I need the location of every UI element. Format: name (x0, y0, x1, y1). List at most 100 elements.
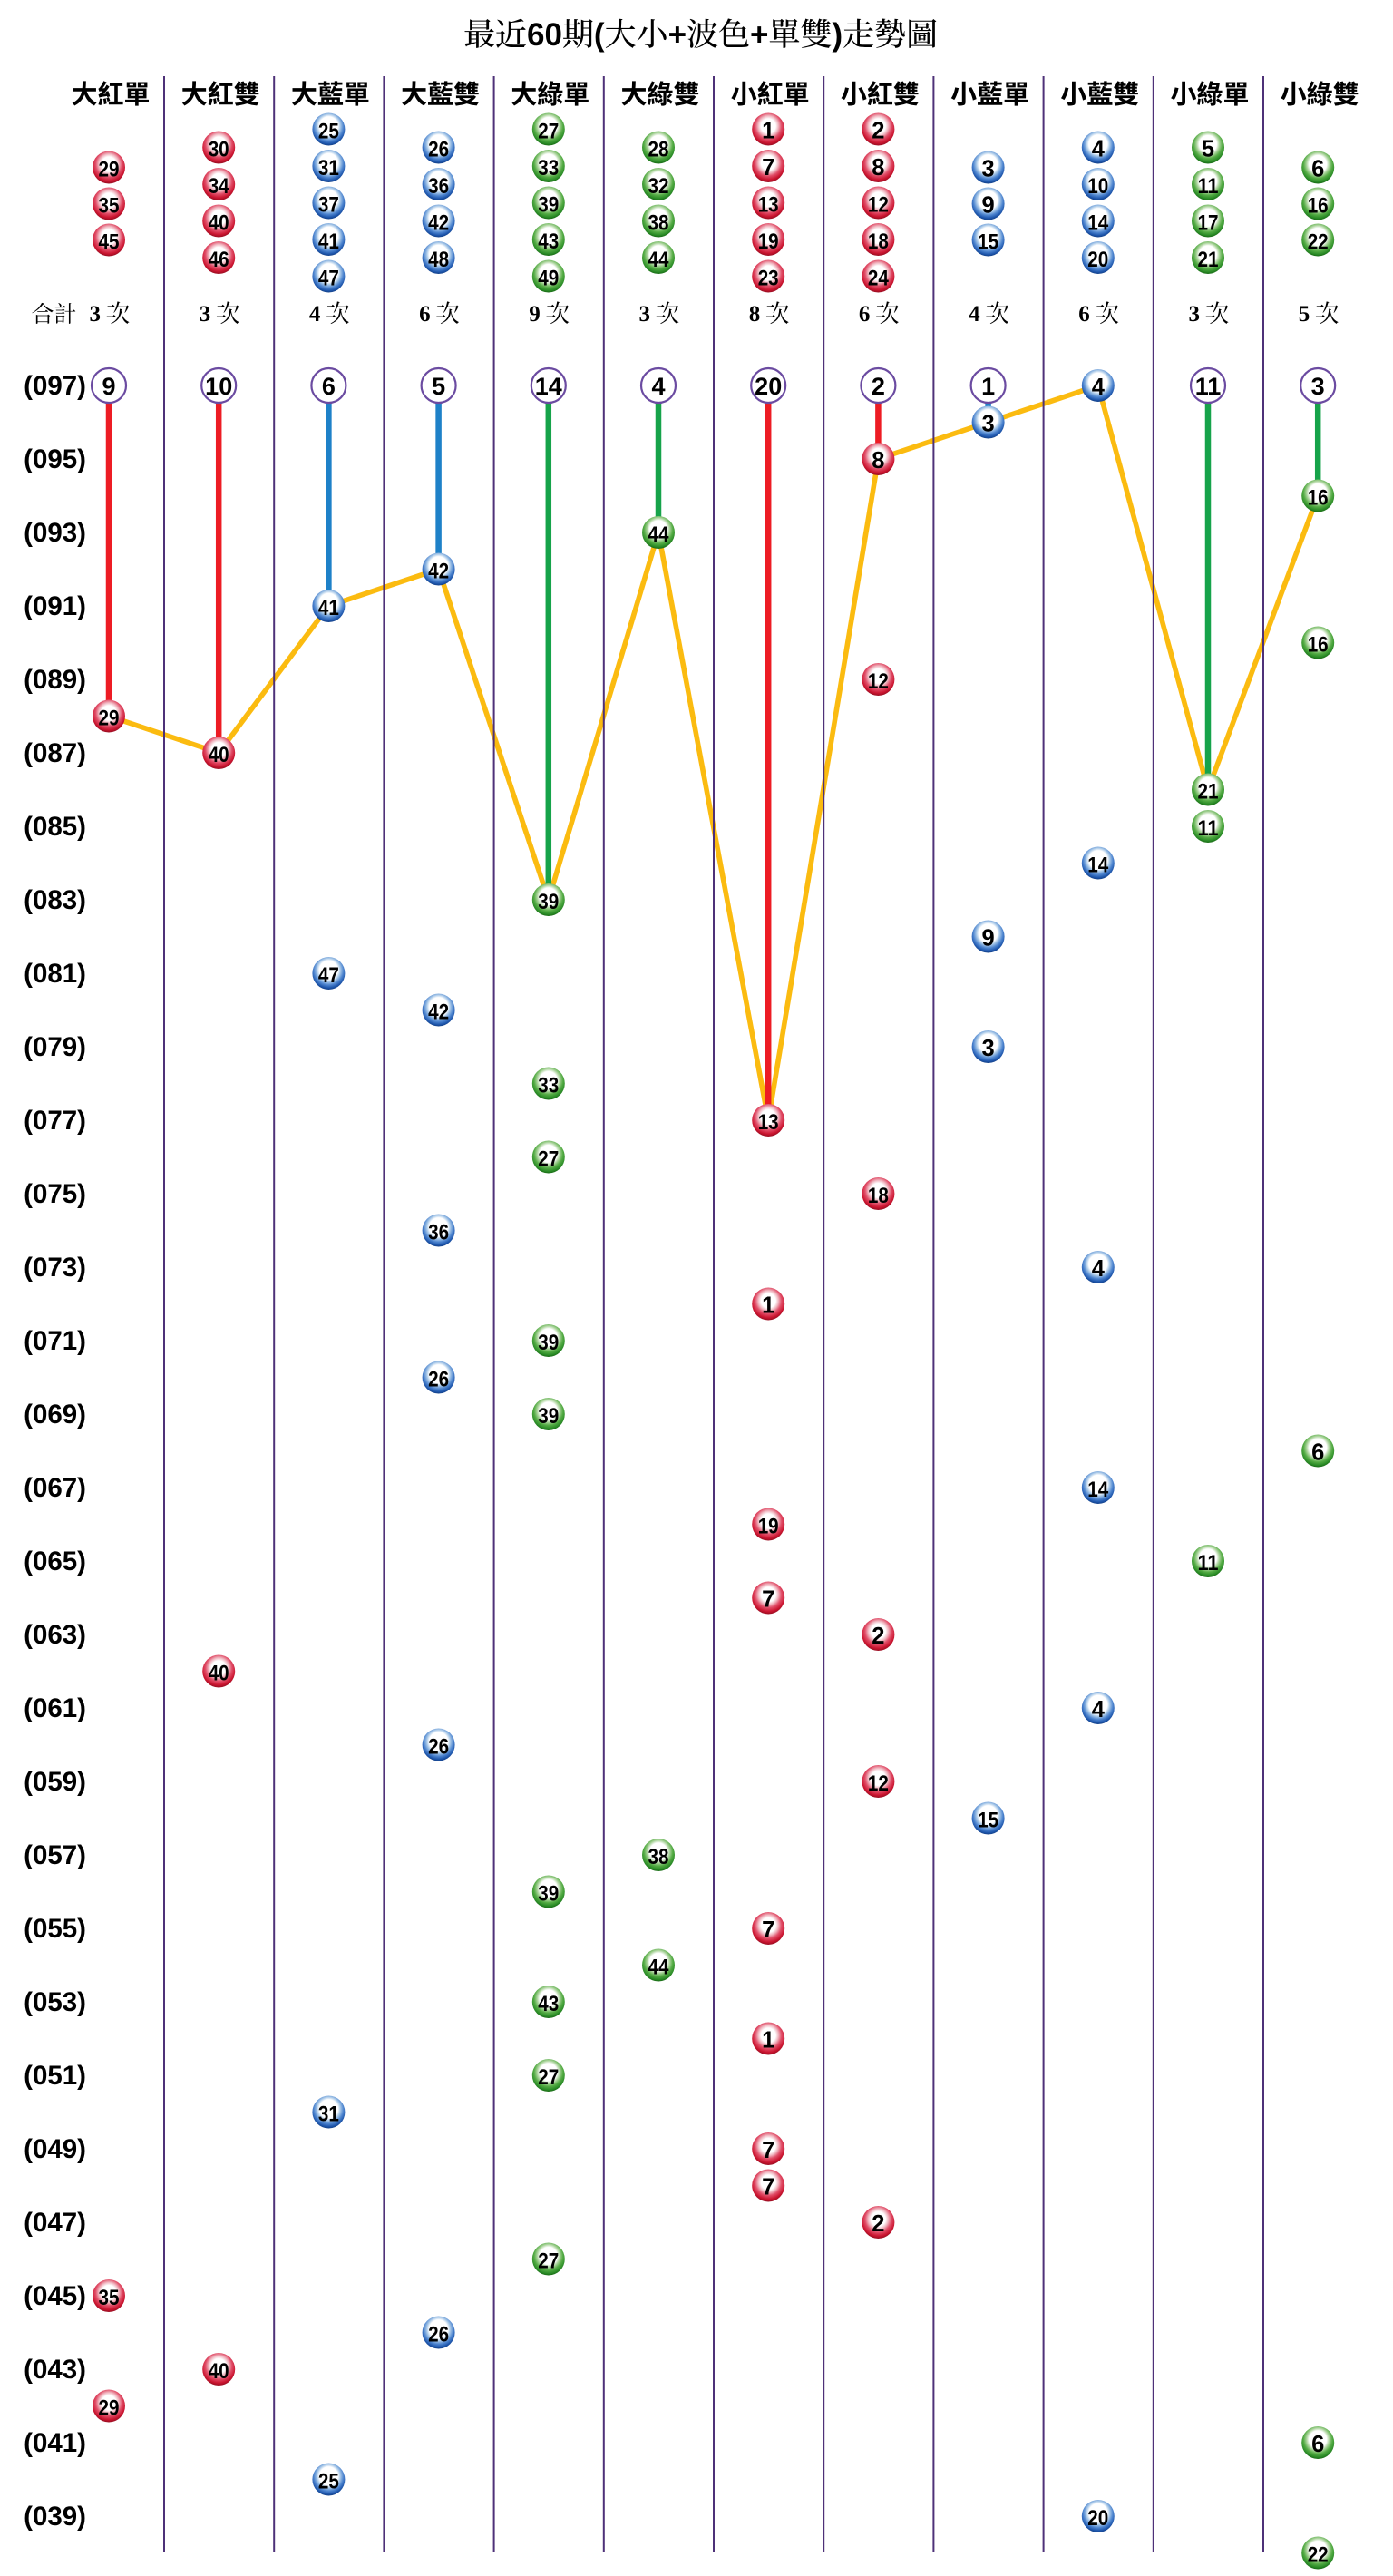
svg-text:43: 43 (538, 229, 559, 254)
svg-text:40: 40 (209, 211, 229, 236)
svg-text:7: 7 (762, 1917, 774, 1943)
svg-text:29: 29 (99, 2396, 120, 2421)
svg-text:(081): (081) (24, 959, 86, 989)
svg-text:24: 24 (868, 267, 889, 291)
svg-text:5: 5 (1299, 302, 1310, 327)
svg-text:6: 6 (419, 302, 431, 327)
svg-text:11: 11 (1198, 174, 1219, 199)
svg-text:2: 2 (872, 1624, 884, 1649)
svg-text:11: 11 (1198, 1551, 1219, 1576)
svg-text:10: 10 (205, 373, 232, 400)
svg-text:+: + (668, 17, 687, 53)
svg-text:27: 27 (538, 2249, 559, 2274)
svg-text:(069): (069) (24, 1400, 86, 1429)
svg-text:45: 45 (99, 230, 120, 255)
svg-text:(055): (055) (24, 1914, 86, 1944)
svg-text:19: 19 (758, 1515, 779, 1539)
svg-text:44: 44 (648, 248, 669, 272)
svg-text:(053): (053) (24, 1987, 86, 2017)
svg-text:27: 27 (538, 2065, 559, 2090)
svg-text:7: 7 (762, 1587, 774, 1613)
svg-text:(087): (087) (24, 738, 86, 768)
svg-text:(095): (095) (24, 444, 86, 474)
svg-text:12: 12 (868, 193, 889, 218)
svg-text:(091): (091) (24, 591, 86, 621)
svg-text:44: 44 (648, 522, 669, 547)
svg-text:(083): (083) (24, 885, 86, 915)
svg-text:18: 18 (868, 1184, 889, 1208)
svg-text:16: 16 (1308, 194, 1329, 219)
svg-text:33: 33 (538, 1074, 559, 1098)
svg-text:25: 25 (318, 2470, 339, 2494)
svg-text:42: 42 (428, 211, 449, 236)
svg-text:22: 22 (1308, 2543, 1329, 2568)
svg-text:48: 48 (428, 248, 449, 272)
svg-text:13: 13 (758, 193, 779, 218)
svg-text:39: 39 (538, 1404, 559, 1429)
svg-text:14: 14 (1087, 1478, 1108, 1502)
svg-text:21: 21 (1198, 248, 1219, 272)
svg-text:49: 49 (538, 267, 559, 291)
svg-text:38: 38 (648, 1845, 669, 1869)
svg-text:20: 20 (755, 373, 782, 400)
svg-text:6: 6 (1311, 2432, 1324, 2457)
svg-text:12: 12 (868, 669, 889, 694)
svg-text:27: 27 (538, 1147, 559, 1172)
svg-text:4: 4 (1092, 1256, 1106, 1282)
svg-text:(065): (065) (24, 1547, 86, 1576)
svg-text:60: 60 (527, 17, 562, 53)
svg-text:1: 1 (762, 119, 774, 144)
svg-text:4: 4 (1092, 1697, 1106, 1722)
svg-text:6: 6 (1078, 302, 1090, 327)
svg-text:1: 1 (762, 2028, 774, 2054)
svg-text:6: 6 (859, 302, 871, 327)
svg-text:(093): (093) (24, 518, 86, 548)
svg-text:3: 3 (90, 302, 102, 327)
svg-text:10: 10 (1087, 174, 1108, 199)
svg-text:36: 36 (428, 174, 449, 199)
svg-text:(043): (043) (24, 2355, 86, 2385)
svg-text:(045): (045) (24, 2281, 86, 2311)
svg-text:): ) (833, 17, 843, 53)
svg-text:7: 7 (762, 155, 774, 181)
svg-text:7: 7 (762, 2138, 774, 2163)
svg-text:46: 46 (209, 248, 229, 272)
svg-text:3: 3 (982, 1036, 995, 1061)
svg-text:1: 1 (762, 1293, 774, 1319)
svg-text:(057): (057) (24, 1840, 86, 1870)
svg-text:12: 12 (868, 1771, 889, 1796)
svg-text:7: 7 (762, 2175, 774, 2200)
svg-text:1: 1 (981, 373, 995, 400)
svg-text:(051): (051) (24, 2061, 86, 2091)
svg-text:43: 43 (538, 1992, 559, 2016)
svg-text:2: 2 (872, 373, 885, 400)
svg-text:(077): (077) (24, 1106, 86, 1136)
svg-text:5: 5 (432, 373, 445, 400)
svg-text:2: 2 (872, 119, 884, 144)
svg-text:14: 14 (1087, 211, 1108, 236)
svg-text:42: 42 (428, 560, 449, 584)
svg-text:26: 26 (428, 2323, 449, 2347)
svg-text:25: 25 (318, 120, 339, 144)
svg-text:(089): (089) (24, 665, 86, 695)
svg-text:6: 6 (1311, 157, 1324, 182)
svg-text:(039): (039) (24, 2502, 86, 2532)
svg-text:11: 11 (1195, 373, 1222, 400)
svg-text:4: 4 (1092, 137, 1106, 162)
svg-text:(097): (097) (24, 371, 86, 401)
svg-text:8: 8 (872, 155, 884, 181)
svg-text:5: 5 (1202, 137, 1214, 162)
svg-text:3: 3 (982, 157, 995, 182)
svg-text:(061): (061) (24, 1693, 86, 1723)
svg-text:32: 32 (648, 174, 669, 199)
svg-text:36: 36 (428, 1221, 449, 1245)
svg-text:9: 9 (529, 302, 541, 327)
svg-text:15: 15 (978, 1809, 998, 1833)
svg-text:9: 9 (982, 193, 995, 219)
svg-text:11: 11 (1198, 816, 1219, 841)
svg-text:14: 14 (1087, 854, 1108, 878)
svg-text:17: 17 (1198, 211, 1219, 236)
svg-text:(041): (041) (24, 2428, 86, 2458)
svg-text:34: 34 (209, 174, 229, 199)
svg-text:39: 39 (538, 193, 559, 218)
